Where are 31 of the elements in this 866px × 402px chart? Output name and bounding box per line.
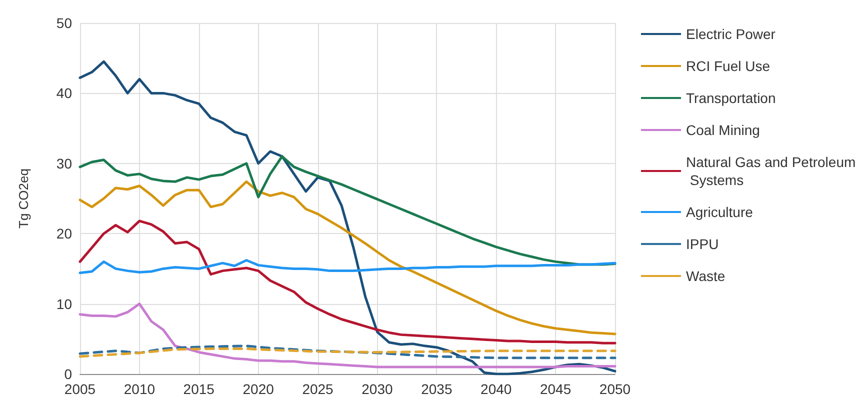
x-tick-label: 2010	[124, 381, 156, 397]
x-tick-label: 2020	[242, 381, 274, 397]
legend-label: Natural Gas and Petroleum Systems	[686, 154, 856, 188]
x-tick-label: 2045	[540, 381, 572, 397]
x-tick-label: 2040	[480, 381, 512, 397]
x-tick-label: 2030	[362, 381, 393, 397]
y-axis-title: Tg CO2eq	[16, 168, 31, 228]
legend-label: Transportation	[686, 90, 776, 106]
x-tick-label: 2005	[64, 381, 96, 397]
y-tick-label: 10	[56, 296, 72, 312]
x-tick-label: 2050	[599, 381, 631, 397]
line-series	[78, 220, 616, 344]
line-series	[78, 60, 616, 376]
line-series	[78, 180, 616, 336]
y-tick-label: 40	[56, 85, 72, 102]
y-tick-label: 20	[56, 226, 72, 242]
legend-label: Waste	[686, 268, 726, 284]
legend-label: IPPU	[686, 236, 719, 252]
legend-label: Coal Mining	[686, 122, 760, 138]
legend-label: RCI Fuel Use	[686, 58, 770, 74]
line-series	[78, 302, 616, 368]
line-series	[78, 155, 616, 266]
x-tick-label: 2015	[183, 381, 215, 397]
y-tick-label: 30	[56, 155, 72, 172]
x-tick-label: 2035	[421, 381, 452, 397]
line-series	[78, 259, 616, 274]
legend-label: Electric Power	[686, 26, 776, 42]
legend-label: Agriculture	[686, 204, 754, 220]
x-tick-label: 2025	[302, 381, 334, 397]
y-tick-label: 0	[64, 366, 72, 382]
y-tick-label: 50	[56, 15, 72, 31]
